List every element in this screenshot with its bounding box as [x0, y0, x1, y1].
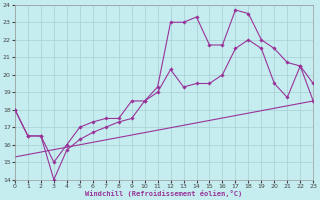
X-axis label: Windchill (Refroidissement éolien,°C): Windchill (Refroidissement éolien,°C): [85, 190, 243, 197]
